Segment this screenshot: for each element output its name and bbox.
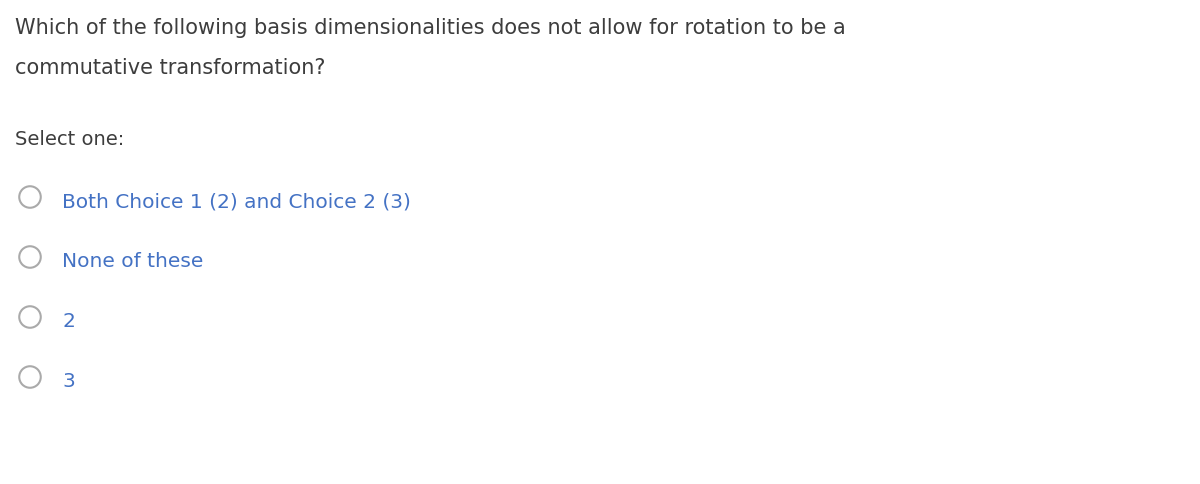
Text: Which of the following basis dimensionalities does not allow for rotation to be : Which of the following basis dimensional… [14, 18, 846, 38]
Point [20, 373, 40, 381]
Text: 3: 3 [62, 372, 74, 391]
Point [20, 313, 40, 321]
Point [20, 253, 40, 261]
Point [20, 193, 40, 201]
Text: commutative transformation?: commutative transformation? [14, 58, 325, 78]
Text: 2: 2 [62, 312, 74, 331]
Text: Both Choice 1 (2) and Choice 2 (3): Both Choice 1 (2) and Choice 2 (3) [62, 192, 410, 211]
Text: None of these: None of these [62, 252, 203, 271]
Text: Select one:: Select one: [14, 130, 125, 149]
